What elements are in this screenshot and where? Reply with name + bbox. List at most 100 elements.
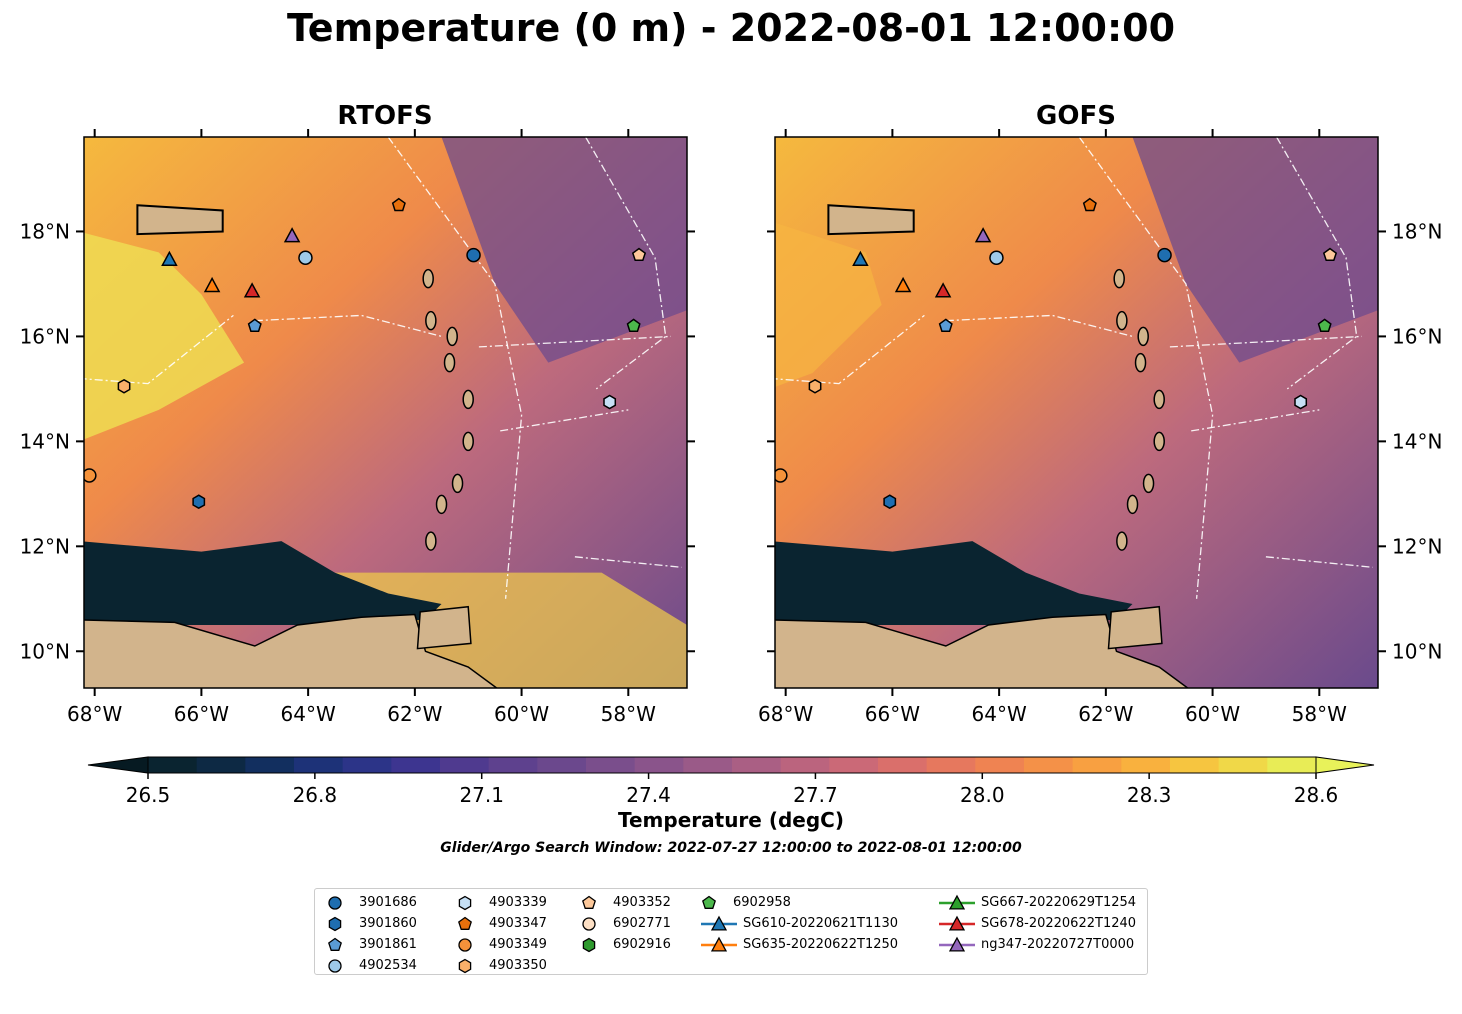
lon-tick-label: 58°W (1292, 702, 1347, 726)
lon-tick-label: 66°W (174, 702, 229, 726)
platform-4903352[interactable] (1322, 247, 1338, 262)
lat-tick-label: 10°N (1392, 639, 1442, 663)
platform-sg610-20220621t1130[interactable] (852, 250, 869, 266)
figure-title: Temperature (0 m) - 2022-08-01 12:00:00 (286, 6, 1176, 50)
legend-label: 6902958 (733, 895, 791, 910)
platform-3901861[interactable] (247, 318, 262, 332)
colorbar-tick-label: 27.1 (459, 783, 504, 807)
colorbar-tick-label: 28.0 (960, 783, 1005, 807)
circle-marker-icon (458, 938, 472, 952)
platform-ng347-20220727t0000[interactable] (283, 227, 301, 243)
lat-tick-label: 14°N (1392, 429, 1442, 453)
platform-4903352[interactable] (631, 247, 647, 262)
legend-label: 3901861 (359, 937, 417, 952)
platform-3901686[interactable] (1157, 247, 1172, 263)
lat-tick-label: 10°N (20, 639, 70, 663)
lat-tick-label: 18°N (20, 219, 70, 243)
hexagon-marker-icon (458, 895, 472, 911)
colorbar-tick-label: 26.8 (293, 783, 338, 807)
lat-tick-label: 14°N (20, 429, 70, 453)
platform-4903349[interactable] (774, 468, 788, 483)
legend-label: 3901860 (359, 916, 417, 931)
pentagon-marker-icon (328, 937, 342, 951)
platform-sg610-20220621t1130[interactable] (161, 250, 178, 266)
lat-tick-label: 12°N (1392, 534, 1442, 558)
platform-6902958[interactable] (1317, 318, 1332, 332)
legend-label: SG678-20220622T1240 (981, 916, 1137, 931)
platform-4903350[interactable] (117, 378, 131, 394)
legend-label: 3901686 (359, 895, 417, 910)
triangle-marker-icon (701, 915, 737, 931)
colorbar-label: Temperature (degC) (618, 808, 844, 832)
platform-4903339[interactable] (603, 394, 617, 410)
lat-tick-label: 16°N (20, 324, 70, 348)
platform-3901860[interactable] (192, 494, 206, 510)
circle-marker-icon (582, 917, 596, 931)
lon-tick-label: 68°W (67, 702, 122, 726)
platform-sg678-20220622t1240[interactable] (243, 282, 261, 298)
triangle-marker-icon (939, 915, 975, 931)
lon-tick-label: 62°W (387, 702, 442, 726)
pentagon-marker-icon (582, 895, 596, 909)
map-panel-rtofs[interactable] (79, 136, 688, 699)
legend-label: ng347-20220727T0000 (981, 937, 1135, 952)
search-window-text: Glider/Argo Search Window: 2022-07-27 12… (440, 840, 1022, 856)
lon-tick-label: 58°W (601, 702, 656, 726)
legend-label: 4903347 (489, 916, 547, 931)
legend-label: SG610-20220621T1130 (743, 916, 899, 931)
lat-tick-label: 16°N (1392, 324, 1442, 348)
panel-title-rtofs: RTOFS (337, 101, 433, 131)
axes-gofs: 68°W 66°W 64°W 62°W 60°W 58°W 18°N 16°N 14°N 12°N… (758, 129, 1442, 726)
legend-label: 4903339 (489, 895, 547, 910)
lon-tick-label: 60°W (1185, 702, 1240, 726)
legend-label: SG635-20220622T1250 (743, 937, 899, 952)
colorbar: 26.5 26.8 27.1 27.4 27.7 28.0 28.3 28.6 (87, 756, 1375, 807)
triangle-marker-icon (939, 894, 975, 910)
platform-6902958[interactable] (626, 318, 641, 332)
colorbar-tick-label: 26.5 (126, 783, 171, 807)
triangle-marker-icon (939, 936, 975, 952)
platform-4902534[interactable] (298, 250, 313, 265)
lon-tick-label: 66°W (865, 702, 920, 726)
legend-label: 6902916 (613, 937, 671, 952)
circle-marker-icon (328, 896, 342, 910)
lat-tick-label: 12°N (20, 534, 70, 558)
hexagon-marker-icon (328, 916, 342, 932)
legend-label: SG667-20220629T1254 (981, 895, 1137, 910)
platform-4903347[interactable] (391, 197, 406, 212)
hexagon-marker-icon (582, 937, 596, 953)
platform-ng347-20220727t0000[interactable] (974, 227, 992, 243)
legend-label: 4902534 (359, 958, 417, 973)
platform-legend: 3901686 3901860 3901861 4902534 4903339 49033… (314, 888, 1148, 975)
lon-tick-label: 64°W (281, 702, 336, 726)
legend-label: 4903350 (489, 958, 547, 973)
platform-4902534[interactable] (989, 250, 1004, 265)
platform-sg635-20220622t1250[interactable] (203, 276, 221, 293)
pentagon-marker-icon (702, 895, 716, 909)
platform-3901860[interactable] (883, 494, 897, 510)
colorbar-tick-label: 27.4 (626, 783, 671, 807)
legend-label: 6902771 (613, 916, 671, 931)
platform-4903350[interactable] (808, 378, 822, 394)
lon-tick-label: 68°W (758, 702, 813, 726)
triangle-marker-icon (701, 936, 737, 952)
lon-tick-label: 60°W (494, 702, 549, 726)
platform-3901686[interactable] (466, 247, 481, 263)
colorbar-tick-label: 28.3 (1127, 783, 1172, 807)
lat-tick-label: 18°N (1392, 219, 1442, 243)
panel-title-gofs: GOFS (1036, 101, 1116, 131)
platform-4903347[interactable] (1082, 197, 1097, 212)
lon-tick-label: 62°W (1078, 702, 1133, 726)
map-panel-gofs[interactable] (770, 136, 1379, 699)
platform-4903339[interactable] (1294, 394, 1308, 410)
hexagon-marker-icon (458, 958, 472, 974)
platform-sg678-20220622t1240[interactable] (934, 282, 952, 298)
platform-3901861[interactable] (938, 318, 953, 332)
pentagon-marker-icon (458, 916, 472, 930)
platform-4903349[interactable] (83, 468, 97, 483)
colorbar-tick-label: 27.7 (793, 783, 838, 807)
colorbar-tick-label: 28.6 (1294, 783, 1339, 807)
axes-rtofs: 68°W 66°W 64°W 62°W 60°W 58°W 18°N 16°N 14°N 12°N… (20, 129, 695, 726)
platform-sg635-20220622t1250[interactable] (894, 276, 912, 293)
